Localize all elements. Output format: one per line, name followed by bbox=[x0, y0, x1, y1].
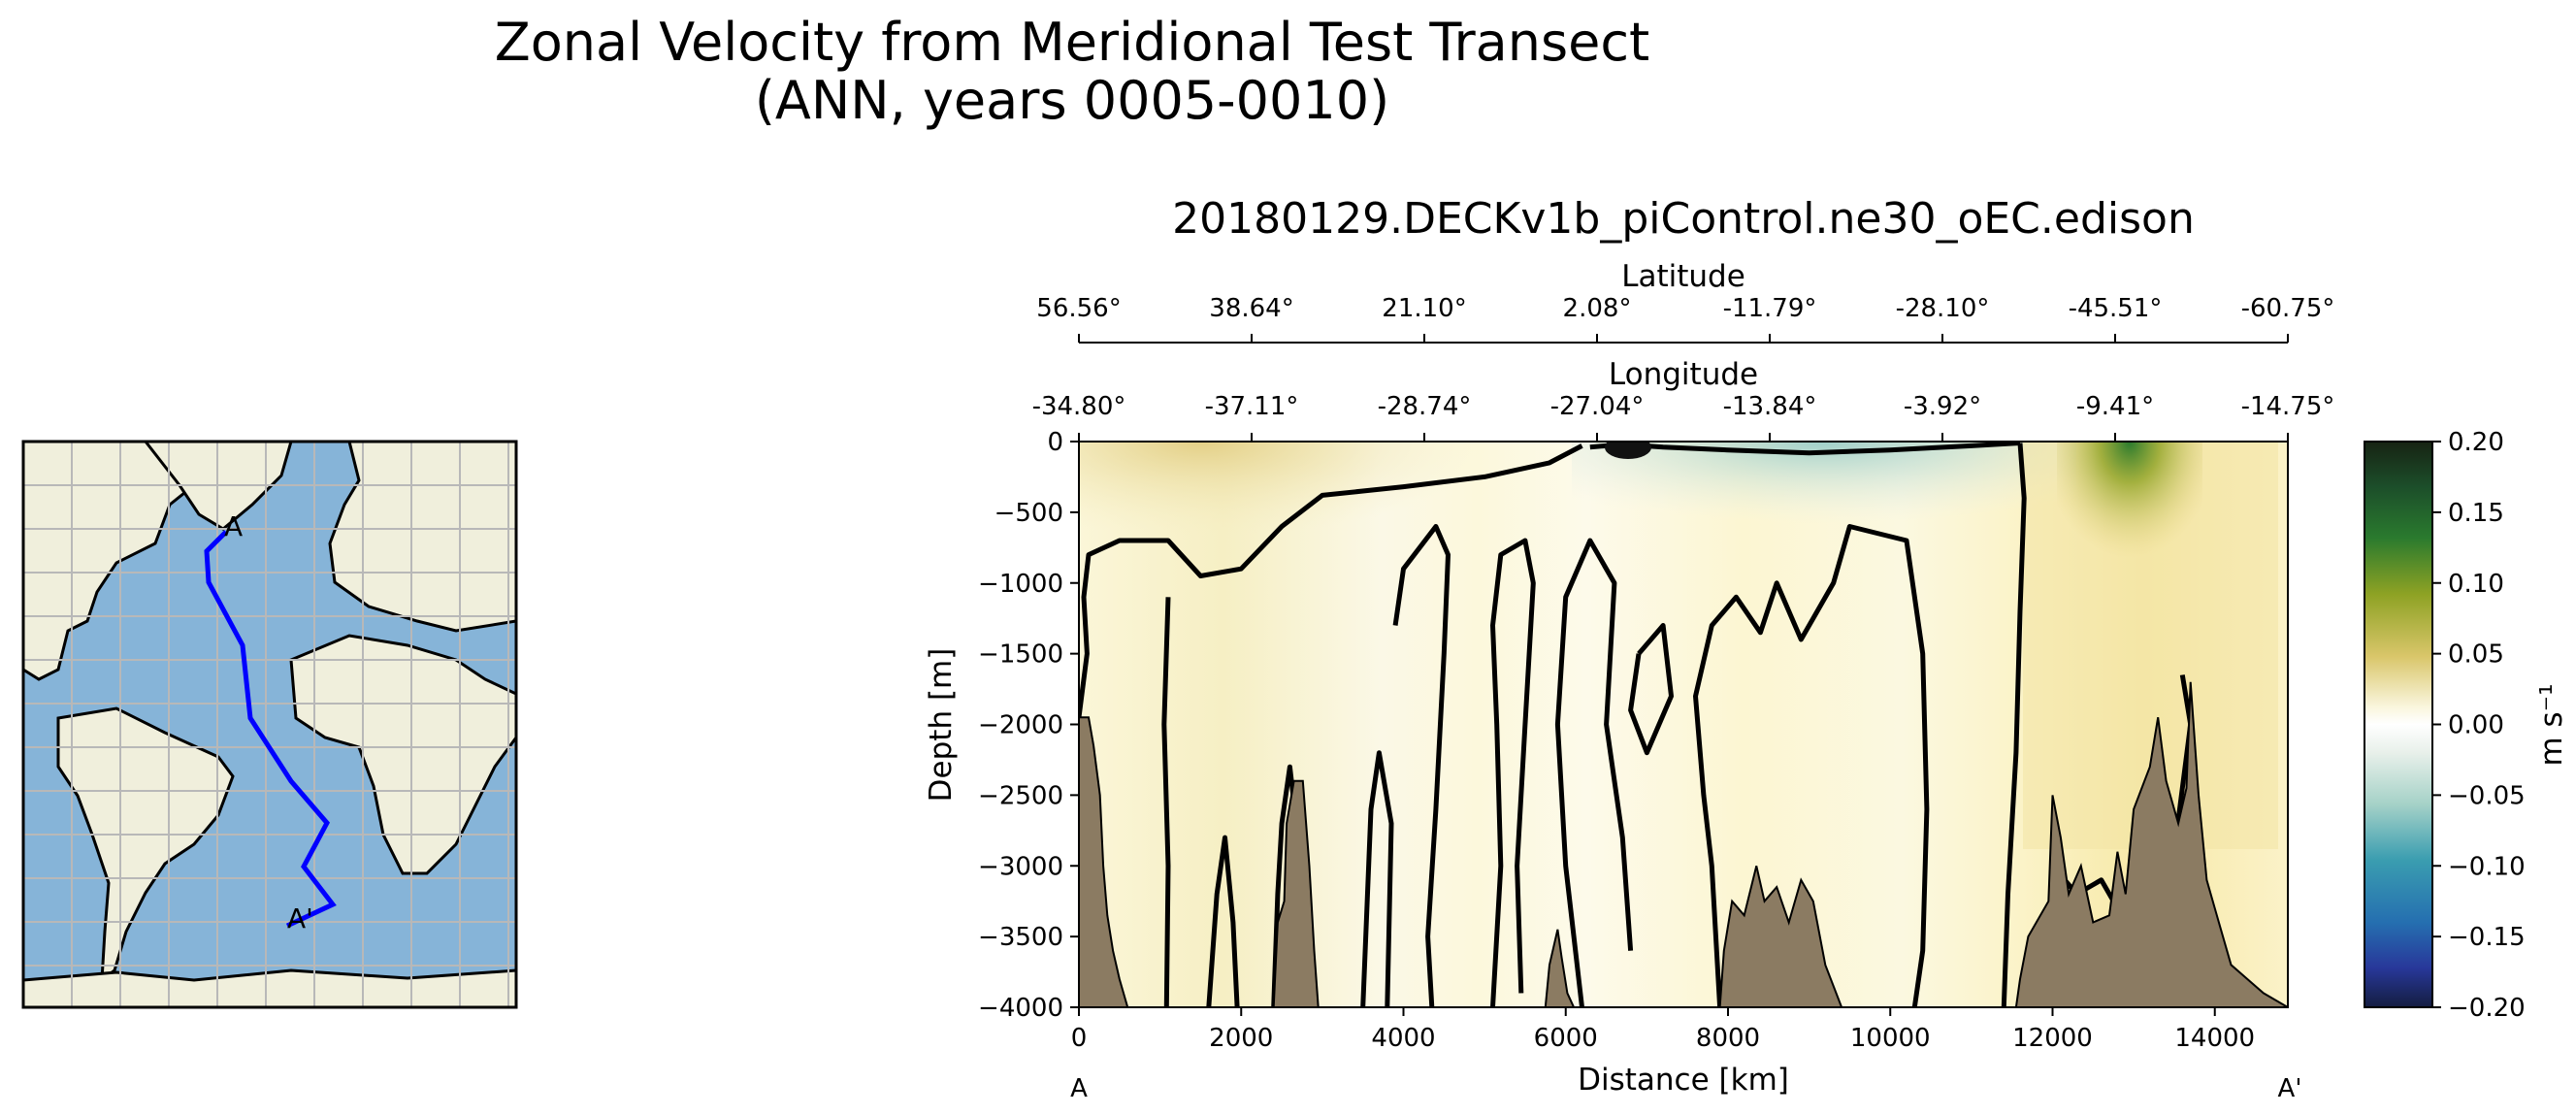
colorbar-tick-label: −0.15 bbox=[2448, 923, 2526, 952]
zero-contour bbox=[2001, 443, 2027, 1007]
x-tick-label: 14000 bbox=[2174, 1024, 2255, 1053]
colorbar-tick-label: 0.05 bbox=[2448, 640, 2504, 670]
map-land-antarctica bbox=[23, 968, 516, 1007]
section-plot-area bbox=[1078, 441, 2289, 1008]
colorbar-gradient bbox=[2364, 441, 2433, 1008]
zero-contour bbox=[1161, 597, 1171, 1007]
longitude-axis-label: Longitude bbox=[1609, 357, 1758, 392]
secondary-axis-tick-label: -28.74° bbox=[1378, 392, 1472, 421]
longitude-axis: -34.80° -37.11° -28.74° -27.04° -13.84° -3.92… bbox=[1032, 392, 2335, 443]
bathymetry bbox=[1079, 681, 2288, 1007]
colorbar-tick-label: −0.20 bbox=[2448, 994, 2526, 1023]
transect-map: A A' bbox=[21, 440, 518, 1009]
secondary-axis-tick-label: -9.41° bbox=[2076, 392, 2154, 421]
x-tick-label: 2000 bbox=[1209, 1024, 1273, 1053]
map-frame bbox=[21, 440, 518, 1009]
secondary-axis-tick-label: -14.75° bbox=[2241, 392, 2335, 421]
secondary-axis-tick-label: 21.10° bbox=[1382, 294, 1466, 323]
latitude-axis: 56.56° 38.64° 21.10° 2.08° -11.79° -28.10° -45… bbox=[1036, 294, 2335, 344]
y-tick-label: −3500 bbox=[978, 923, 1063, 952]
latitude-axis-label: Latitude bbox=[1621, 259, 1745, 294]
colorbar-tick-label: 0.15 bbox=[2448, 499, 2504, 528]
colorbar: 0.20 0.15 0.10 0.05 0.00 −0.05 −0.10 −0.15 −0.20… bbox=[2364, 428, 2569, 1023]
colorbar-ticks: 0.20 0.15 0.10 0.05 0.00 −0.05 −0.10 −0.15 −0.20 bbox=[2432, 428, 2526, 1023]
x-end-label-A: A bbox=[1070, 1074, 1088, 1103]
secondary-axis-tick-label: -28.10° bbox=[1896, 294, 1990, 323]
y-tick-label: −500 bbox=[995, 499, 1063, 528]
map-land-europe bbox=[328, 442, 516, 633]
zero-contour bbox=[1360, 750, 1394, 1007]
x-tick-label: 8000 bbox=[1696, 1024, 1760, 1053]
zero-contour bbox=[1206, 835, 1240, 1007]
x-end-label-A-prime: A' bbox=[2278, 1074, 2302, 1103]
secondary-axis-tick-label: -60.75° bbox=[2241, 294, 2335, 323]
x-tick-label: 10000 bbox=[1850, 1024, 1931, 1053]
x-tick-label: 4000 bbox=[1371, 1024, 1435, 1053]
figure-title-line2: (ANN, years 0005-0010) bbox=[755, 70, 1389, 131]
secondary-axis-tick-label: -45.51° bbox=[2069, 294, 2163, 323]
x-tick-label: 12000 bbox=[2012, 1024, 2093, 1053]
secondary-axis-tick-label: 38.64° bbox=[1209, 294, 1293, 323]
zero-contour bbox=[1628, 623, 1674, 756]
y-tick-label: −2500 bbox=[978, 781, 1063, 810]
x-tick-label: 6000 bbox=[1534, 1024, 1598, 1053]
secondary-axis-tick-label: -37.11° bbox=[1205, 392, 1299, 421]
velocity-field-tan-surface bbox=[1079, 442, 1486, 577]
zero-contour bbox=[1079, 443, 1583, 718]
colorbar-tick-label: −0.10 bbox=[2448, 852, 2526, 881]
secondary-axis-tick-label: -34.80° bbox=[1032, 392, 1126, 421]
map-label-A: A bbox=[224, 510, 243, 542]
y-tick-label: −3000 bbox=[978, 852, 1063, 881]
secondary-axis-tick-label: 56.56° bbox=[1036, 294, 1121, 323]
y-tick-label: 0 bbox=[1047, 428, 1063, 457]
colorbar-tick-label: 0.00 bbox=[2448, 711, 2504, 740]
section-title: 20180129.DECKv1b_piControl.ne30_oEC.edis… bbox=[1172, 194, 2195, 244]
velocity-field-green-core bbox=[2057, 442, 2202, 636]
surface-jet-core bbox=[1605, 442, 1651, 459]
y-tick-label: −2000 bbox=[978, 711, 1063, 740]
colorbar-tick-label: 0.20 bbox=[2448, 428, 2504, 457]
colorbar-label: m s⁻¹ bbox=[2534, 684, 2569, 767]
secondary-axis-tick-label: -27.04° bbox=[1550, 392, 1645, 421]
secondary-axis-tick-label: -11.79° bbox=[1723, 294, 1817, 323]
map-label-A-prime: A' bbox=[287, 902, 313, 935]
secondary-axis-tick-label: -3.92° bbox=[1904, 392, 1981, 421]
y-tick-label: −1000 bbox=[978, 570, 1063, 599]
velocity-field-blue-surface bbox=[1572, 442, 2076, 558]
y-axis: 0 −500 −1000 −1500 −2000 −2500 −3000 −3500 −4000 bbox=[978, 428, 1079, 1023]
zero-contour bbox=[1392, 524, 1451, 1007]
x-axis: 0 2000 4000 6000 8000 10000 12000 14000 bbox=[1071, 1007, 2255, 1053]
y-axis-label: Depth [m] bbox=[924, 648, 959, 803]
velocity-contours bbox=[1079, 442, 2194, 1007]
colorbar-tick-label: 0.10 bbox=[2448, 570, 2504, 599]
y-tick-label: −4000 bbox=[978, 994, 1063, 1023]
secondary-axis-tick-label: -13.84° bbox=[1723, 392, 1817, 421]
x-tick-label: 0 bbox=[1071, 1024, 1088, 1053]
y-tick-label: −1500 bbox=[978, 640, 1063, 670]
zero-contour bbox=[1554, 538, 1634, 1007]
figure-title-line1: Zonal Velocity from Meridional Test Tran… bbox=[495, 12, 1649, 73]
zero-contour bbox=[1490, 538, 1536, 1007]
map-land-south-america bbox=[56, 706, 235, 984]
colorbar-tick-label: −0.05 bbox=[2448, 781, 2526, 810]
map-transect-line bbox=[204, 530, 337, 929]
zero-contour bbox=[1693, 524, 1930, 1007]
secondary-axis-tick-label: 2.08° bbox=[1563, 294, 1632, 323]
x-axis-label: Distance [km] bbox=[1578, 1063, 1789, 1098]
